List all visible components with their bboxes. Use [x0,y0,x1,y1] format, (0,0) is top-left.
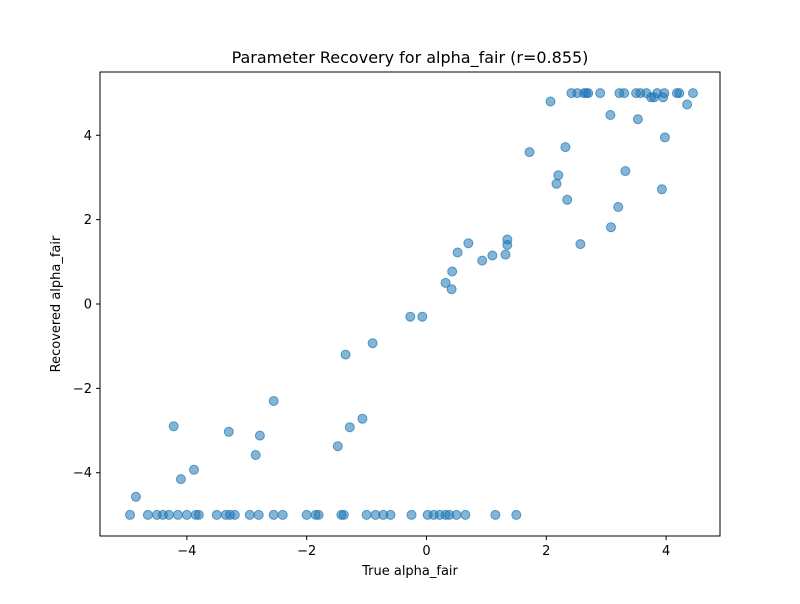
data-point [613,202,624,212]
data-point [659,132,670,143]
data-point [181,509,192,520]
data-point [605,110,616,120]
data-point [332,441,343,452]
data-point [406,509,417,520]
y-tick-label: 0 [84,298,92,313]
data-point [452,247,463,258]
data-point [417,311,428,322]
x-tick-label: 2 [542,544,550,559]
ticks-layer: −4 −2 0 2 4 −4 −2 0 2 4 [73,129,670,559]
y-tick-label: 2 [84,213,92,228]
chart-title: Parameter Recovery for alpha_fair (r=0.8… [232,48,589,68]
data-point [405,311,416,322]
data-point [130,491,141,502]
data-point [562,194,573,205]
data-point [463,238,474,249]
data-point [301,509,312,520]
data-point [193,509,204,520]
data-point [142,509,153,520]
data-point [583,88,594,99]
data-point [451,509,462,520]
data-point [606,222,616,233]
data-point [440,277,451,288]
data-point [168,421,179,432]
data-point [163,509,174,520]
data-point [560,142,571,153]
data-point [575,239,586,250]
data-point [357,413,368,424]
data-point [688,88,698,99]
data-point [502,234,513,245]
points-layer [125,88,698,520]
plot-frame [99,71,721,537]
data-point [268,509,279,520]
data-point [487,250,498,261]
data-point [229,509,240,520]
data-point [250,450,261,460]
data-point [595,88,606,99]
data-point [674,88,685,99]
y-tick-label: 4 [84,129,92,144]
data-point [477,255,488,266]
data-point [254,430,265,441]
x-tick-label: 4 [662,544,670,559]
data-point [524,147,535,158]
data-point [460,509,471,520]
data-point [253,509,264,520]
x-axis-label: True alpha_fair [361,564,458,579]
data-point [511,509,522,520]
data-point [211,509,222,520]
data-point [551,178,562,189]
y-axis-label: Recovered alpha_fair [49,235,64,372]
x-tick-label: 0 [422,544,430,559]
x-tick-label: −2 [297,544,316,559]
data-point [385,509,396,520]
data-point [619,88,630,99]
data-point [125,509,135,520]
data-point [659,88,670,99]
data-point [367,338,378,349]
data-point [545,96,556,107]
data-point [447,266,458,277]
data-point [656,184,667,195]
data-point [490,509,501,520]
data-point [172,509,183,520]
data-point [223,426,234,437]
y-tick-label: −2 [73,382,92,397]
data-point [244,509,255,520]
x-tick-label: −4 [177,544,196,559]
data-point [277,509,288,520]
data-point [268,396,279,406]
data-point [500,249,511,260]
data-point [344,422,355,433]
data-point [682,99,693,110]
data-point [632,114,643,125]
data-point [446,284,457,295]
y-tick-label: −4 [73,466,92,481]
data-point [313,509,324,520]
data-point [338,509,349,520]
data-point [361,509,372,520]
data-point [553,170,564,181]
data-point [340,349,351,360]
data-point [189,464,199,475]
data-point [175,474,186,485]
data-point [620,166,631,177]
